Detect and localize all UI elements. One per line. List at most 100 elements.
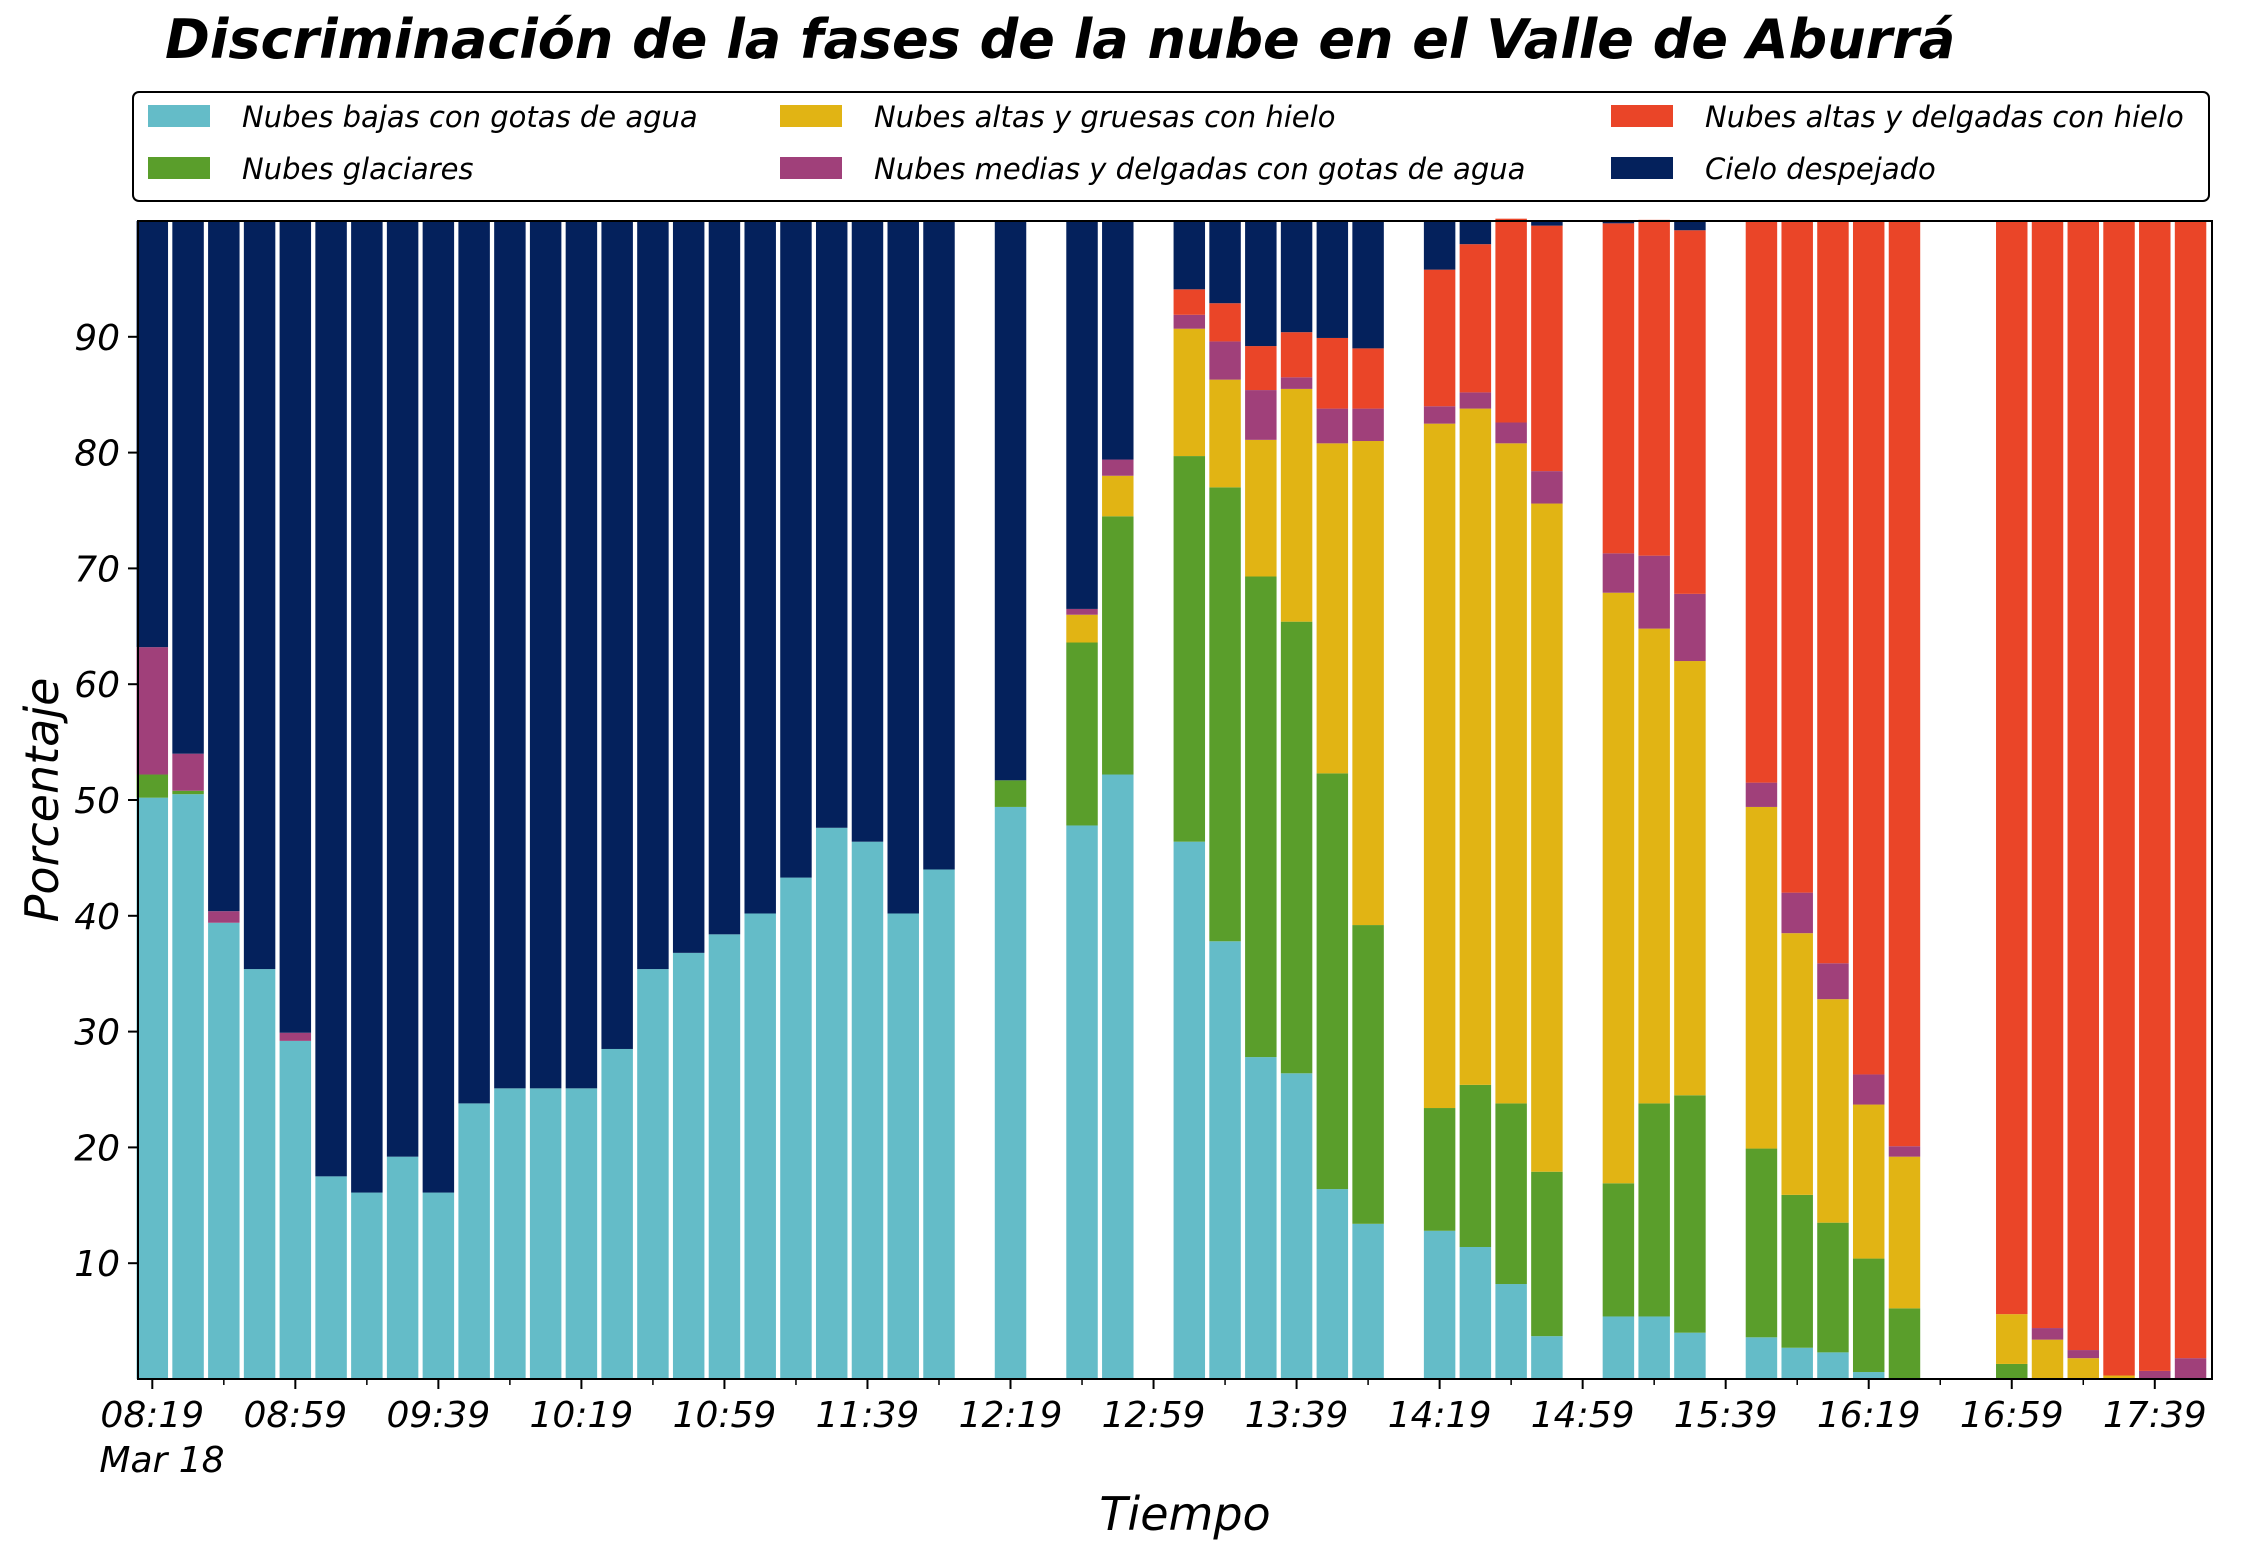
bar-segment-cielo-despejado-1049 (672, 221, 705, 953)
bar-segment-cielo-despejado-0959 (494, 221, 526, 1089)
x-tick-label-1259: 12:59 (1102, 1395, 1206, 1436)
bar-segment-nubes-medias-y-delgadas-con-gotas-de-agua-1519 (1638, 555, 1670, 629)
bar-segment-nubes-medias-y-delgadas-con-gotas-de-agua-1719 (2067, 1350, 2100, 1359)
y-tick-label-80: 80 (74, 434, 120, 475)
bar-segment-nubes-medias-y-delgadas-con-gotas-de-agua-1509 (1602, 553, 1635, 593)
bar-segment-cielo-despejado-0909 (315, 221, 347, 1177)
bar-segment-nubes-bajas-con-gotas-de-agua-0829 (172, 794, 204, 1379)
bar-segment-nubes-bajas-con-gotas-de-agua-1449 (1531, 1336, 1563, 1379)
bar-segment-nubes-altas-y-gruesas-con-hielo-1449 (1531, 503, 1563, 1172)
bar-segment-nubes-altas-y-delgadas-con-hielo-1359 (1352, 348, 1384, 409)
bar-segment-nubes-bajas-con-gotas-de-agua-1029 (601, 1048, 633, 1379)
bar-segment-nubes-altas-y-gruesas-con-hielo-1549 (1745, 806, 1778, 1149)
legend-swatch-nubes-altas-y-delgadas-con-hielo (1611, 105, 1673, 127)
bar-segment-nubes-bajas-con-gotas-de-agua-1309 (1173, 841, 1206, 1379)
legend-label-nubes-glaciares: Nubes glaciares (242, 152, 474, 186)
bar-segment-nubes-bajas-con-gotas-de-agua-1559 (1781, 1347, 1813, 1379)
bar-segment-cielo-despejado-1109 (744, 221, 776, 914)
y-axis: 10 20 30 40 50 60 70 80 90 (74, 318, 138, 1285)
bar-segment-cielo-despejado-1309 (1173, 221, 1206, 290)
bar-segment-cielo-despejado-1509 (1602, 221, 1635, 224)
bar-segment-nubes-altas-y-gruesas-con-hielo-1329 (1245, 439, 1277, 577)
bar-segment-nubes-medias-y-delgadas-con-gotas-de-agua-1559 (1781, 892, 1813, 934)
bar-segment-nubes-bajas-con-gotas-de-agua-0839 (208, 922, 240, 1379)
bar-segment-nubes-medias-y-delgadas-con-gotas-de-agua-0819 (136, 647, 169, 775)
bar-segment-nubes-altas-y-gruesas-con-hielo-1529 (1674, 661, 1706, 1096)
bar-segment-nubes-bajas-con-gotas-de-agua-1109 (744, 913, 776, 1379)
bar-segment-nubes-altas-y-delgadas-con-hielo-1349 (1316, 337, 1349, 409)
bar-segment-cielo-despejado-0839 (208, 221, 240, 912)
bar-segment-cielo-despejado-1349 (1316, 221, 1349, 338)
bar-segment-cielo-despejado-1059 (708, 221, 741, 935)
x-tick-label-1459: 14:59 (1531, 1395, 1635, 1436)
chart-title: Discriminación de la fases de la nube en… (165, 8, 1955, 71)
bar-segment-nubes-medias-y-delgadas-con-gotas-de-agua-1249 (1102, 459, 1134, 476)
bar-segment-nubes-glaciares-1249 (1102, 516, 1134, 775)
bar-segment-nubes-bajas-con-gotas-de-agua-1009 (529, 1088, 562, 1379)
x-axis-date-label: Mar 18 (99, 1440, 224, 1481)
x-tick-label-0859: 08:59 (243, 1395, 347, 1436)
bar-segment-nubes-bajas-con-gotas-de-agua-0929 (386, 1156, 419, 1379)
y-tick-label-30: 30 (74, 1013, 120, 1054)
bar-segment-nubes-medias-y-delgadas-con-gotas-de-agua-0859 (279, 1032, 312, 1041)
bar-segment-nubes-altas-y-delgadas-con-hielo-1709 (2031, 221, 2064, 1329)
bar-segment-nubes-altas-y-gruesas-con-hielo-1349 (1316, 443, 1349, 774)
bar-segment-nubes-medias-y-delgadas-con-gotas-de-agua-1239 (1066, 608, 1098, 615)
bar-segment-nubes-bajas-con-gotas-de-agua-1039 (637, 969, 669, 1379)
bar-segment-nubes-altas-y-delgadas-con-hielo-1439 (1495, 218, 1527, 423)
bar-segment-nubes-glaciares-1439 (1495, 1103, 1527, 1285)
bar-segment-nubes-glaciares-1319 (1209, 487, 1241, 942)
legend-label-nubes-bajas-con-gotas-de-agua: Nubes bajas con gotas de agua (242, 100, 698, 134)
bar-segment-nubes-altas-y-gruesas-con-hielo-1729 (2103, 1375, 2135, 1379)
bar-segment-cielo-despejado-1339 (1280, 221, 1313, 333)
bar-segment-cielo-despejado-0949 (458, 221, 490, 1104)
legend-swatch-nubes-medias-y-delgadas-con-gotas-de-agua (780, 157, 842, 179)
bar-segment-cielo-despejado-0939 (422, 221, 455, 1193)
x-tick-label-1659: 16:59 (1960, 1395, 2064, 1436)
bar-segment-nubes-bajas-con-gotas-de-agua-0939 (422, 1192, 455, 1379)
x-tick-label-1139: 11:39 (816, 1395, 920, 1436)
bar-segment-nubes-glaciares-0829 (172, 790, 204, 795)
y-tick-label-20: 20 (74, 1128, 120, 1169)
bar-segment-nubes-glaciares-1559 (1781, 1194, 1813, 1348)
bar-segment-nubes-glaciares-1339 (1280, 621, 1313, 1074)
bar-segment-cielo-despejado-1009 (529, 221, 562, 1089)
bar-segment-nubes-glaciares-1509 (1602, 1183, 1635, 1317)
legend-label-nubes-altas-y-gruesas-con-hielo: Nubes altas y gruesas con hielo (874, 100, 1335, 134)
bar-segment-nubes-altas-y-delgadas-con-hielo-1619 (1852, 221, 1885, 1075)
bar-segment-nubes-bajas-con-gotas-de-agua-1249 (1102, 774, 1134, 1379)
bar-segment-nubes-glaciares-1519 (1638, 1103, 1670, 1317)
bar-segment-nubes-bajas-con-gotas-de-agua-1149 (887, 913, 919, 1379)
bar-segment-cielo-despejado-1449 (1531, 221, 1563, 226)
x-tick-label-1739: 17:39 (2103, 1395, 2207, 1436)
bar-segment-nubes-altas-y-delgadas-con-hielo-1429 (1459, 244, 1492, 393)
bar-segment-nubes-medias-y-delgadas-con-gotas-de-agua-1419 (1423, 406, 1456, 424)
bar-segment-cielo-despejado-1319 (1209, 221, 1241, 304)
bar-segment-nubes-altas-y-gruesas-con-hielo-1659 (1996, 1314, 2028, 1364)
bar-segment-nubes-glaciares-1239 (1066, 642, 1098, 826)
x-axis: 08:19 08:59 09:39 10:19 10:59 11:39 12:19 12:59… (100, 1379, 2207, 1436)
bar-segment-nubes-glaciares-1619 (1852, 1258, 1885, 1373)
bar-segment-nubes-glaciares-1329 (1245, 576, 1277, 1058)
x-tick-label-1219: 12:19 (959, 1395, 1063, 1436)
bar-segment-nubes-altas-y-delgadas-con-hielo-1629 (1888, 221, 1921, 1147)
bar-segment-nubes-medias-y-delgadas-con-gotas-de-agua-1429 (1459, 392, 1492, 409)
bar-segment-nubes-altas-y-delgadas-con-hielo-1519 (1638, 219, 1670, 556)
bar-segment-cielo-despejado-1119 (780, 221, 812, 878)
y-tick-label-40: 40 (74, 897, 120, 938)
bar-segment-nubes-medias-y-delgadas-con-gotas-de-agua-1529 (1674, 593, 1706, 662)
bar-segment-cielo-despejado-0859 (279, 221, 312, 1033)
bar-segment-nubes-bajas-con-gotas-de-agua-0919 (351, 1192, 383, 1379)
bar-segment-nubes-altas-y-gruesas-con-hielo-1719 (2067, 1358, 2100, 1379)
bar-segment-nubes-bajas-con-gotas-de-agua-1429 (1459, 1246, 1492, 1379)
bar-segment-nubes-altas-y-gruesas-con-hielo-1509 (1602, 592, 1635, 1184)
x-tick-label-1019: 10:19 (530, 1395, 634, 1436)
bar-segment-nubes-altas-y-gruesas-con-hielo-1249 (1102, 475, 1134, 517)
bar-segment-nubes-altas-y-delgadas-con-hielo-1449 (1531, 225, 1563, 472)
bar-segment-nubes-glaciares-1549 (1745, 1148, 1778, 1338)
bar-segment-nubes-altas-y-gruesas-con-hielo-1309 (1173, 328, 1206, 457)
bar-segment-nubes-medias-y-delgadas-con-gotas-de-agua-1439 (1495, 422, 1527, 444)
bar-segment-nubes-glaciares-1629 (1888, 1308, 1921, 1379)
bar-segment-nubes-bajas-con-gotas-de-agua-1059 (708, 934, 741, 1379)
bar-segment-nubes-bajas-con-gotas-de-agua-1139 (851, 841, 884, 1379)
